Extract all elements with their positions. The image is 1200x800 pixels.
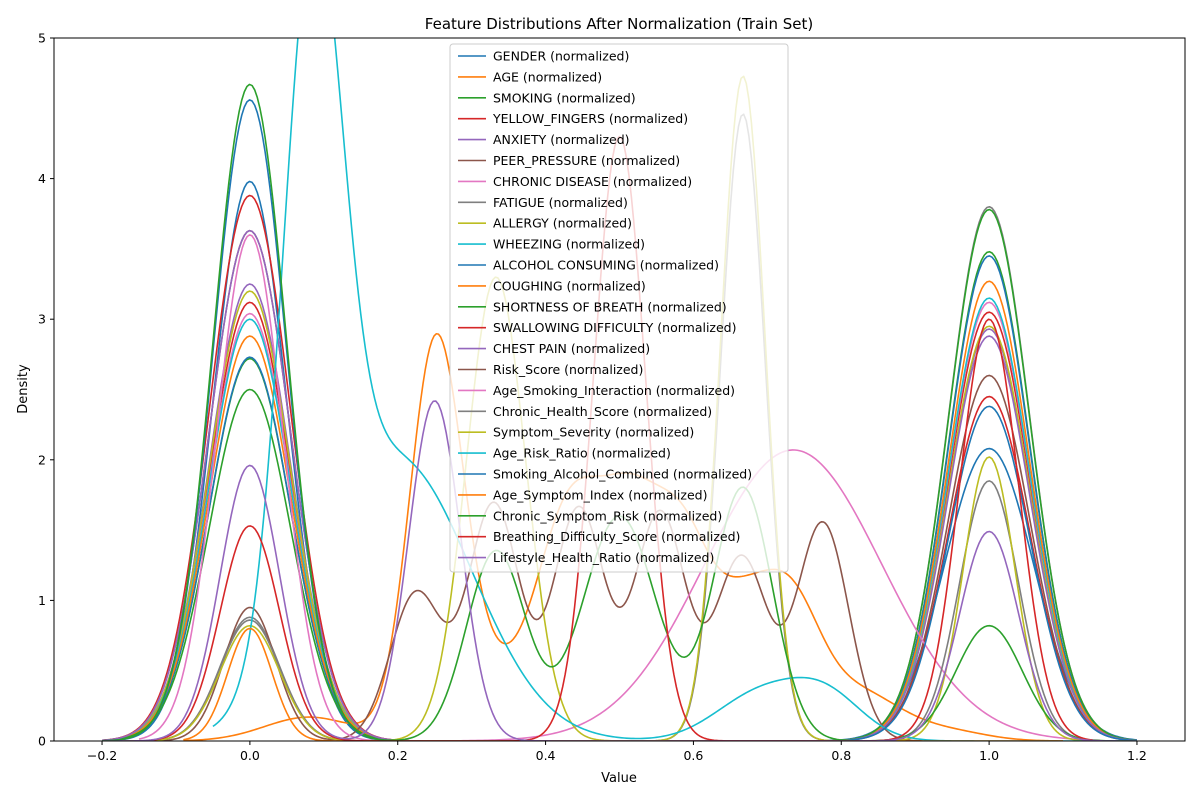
legend-label-5: ANXIETY (normalized): [493, 132, 630, 147]
legend-label-17: Age_Smoking_Interaction (normalized): [493, 383, 735, 398]
x-tick-label: 0.4: [536, 748, 556, 763]
x-tick-label: 0.8: [831, 748, 851, 763]
x-tick-label: 0.0: [240, 748, 260, 763]
y-tick-label: 0: [38, 734, 46, 749]
y-axis: 0 1 2 3 4 5: [38, 31, 54, 749]
legend-label-12: COUGHING (normalized): [493, 278, 646, 293]
y-tick-label: 3: [38, 312, 46, 327]
legend-label-23: Chronic_Symptom_Risk (normalized): [493, 508, 722, 523]
series-line-11: [102, 255, 1138, 741]
x-tick-label: −0.2: [87, 748, 117, 763]
series-line-16: [161, 501, 923, 741]
legend-label-22: Age_Symptom_Index (normalized): [493, 487, 707, 502]
x-tick-label: 1.2: [1127, 748, 1147, 763]
chart-title: Feature Distributions After Normalizatio…: [425, 15, 813, 33]
y-tick-label: 4: [38, 171, 46, 186]
legend-label-18: Chronic_Health_Score (normalized): [493, 404, 712, 419]
series-line-9: [102, 290, 1137, 741]
series-line-13: [102, 208, 1138, 741]
series-layer: [101, 38, 1138, 741]
series-line-25: [102, 400, 1137, 741]
series-line-12: [102, 280, 1137, 741]
series-line-17: [138, 234, 1101, 741]
series-line-15: [101, 229, 1137, 741]
series-line-21: [102, 99, 1137, 741]
legend-label-7: CHRONIC DISEASE (normalized): [493, 174, 692, 189]
legend-label-13: SHORTNESS OF BREATH (normalized): [493, 299, 727, 314]
legend-label-4: YELLOW_FINGERS (normalized): [492, 111, 688, 126]
legend-label-2: AGE (normalized): [493, 69, 602, 84]
legend: GENDER (normalized) AGE (normalized) SMOKI…: [449, 43, 789, 573]
legend-label-8: FATIGUE (normalized): [493, 195, 628, 210]
y-tick-label: 5: [38, 31, 46, 46]
legend-label-15: CHEST PAIN (normalized): [493, 341, 650, 356]
legend-label-19: Symptom_Severity (normalized): [493, 425, 694, 440]
plot-area-frame: [53, 37, 1186, 742]
x-tick-label: 0.6: [683, 748, 703, 763]
legend-label-14: SWALLOWING DIFFICULTY (normalized): [493, 320, 737, 335]
legend-label-3: SMOKING (normalized): [493, 90, 636, 105]
series-line-1: [102, 180, 1138, 741]
legend-label-25: Lifestyle_Health_Ratio (normalized): [493, 550, 714, 565]
legend-label-21: Smoking_Alcohol_Combined (normalized): [493, 467, 752, 482]
x-tick-label: 0.2: [388, 748, 408, 763]
legend-label-6: PEER_PRESSURE (normalized): [493, 153, 680, 168]
series-line-14: [101, 194, 1137, 741]
x-axis: −0.2 0.0 0.2 0.4 0.6 0.8 1.0 1.2: [87, 741, 1147, 763]
x-tick-label: 1.0: [979, 748, 999, 763]
legend-label-1: GENDER (normalized): [493, 49, 629, 64]
legend-frame: [449, 43, 789, 573]
y-tick-label: 2: [38, 452, 46, 467]
x-axis-label: Value: [601, 771, 637, 786]
y-tick-label: 1: [38, 593, 46, 608]
legend-label-11: ALCOHOL CONSUMING (normalized): [493, 258, 719, 273]
legend-label-24: Breathing_Difficulty_Score (normalized): [493, 529, 740, 544]
legend-label-9: ALLERGY (normalized): [493, 216, 632, 231]
legend-label-20: Age_Risk_Ratio (normalized): [493, 446, 671, 461]
legend-label-16: Risk_Score (normalized): [493, 362, 643, 377]
y-axis-label: Density: [16, 364, 31, 414]
legend-label-10: WHEEZING (normalized): [493, 237, 645, 252]
